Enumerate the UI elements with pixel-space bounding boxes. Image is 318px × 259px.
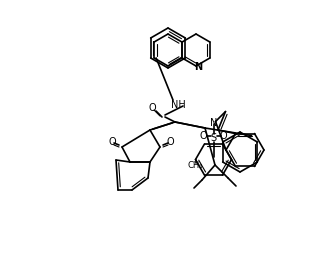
Text: O: O <box>166 137 174 147</box>
Text: O: O <box>200 131 207 141</box>
Text: N: N <box>194 62 202 72</box>
Text: O: O <box>220 131 227 141</box>
Text: N: N <box>210 118 217 127</box>
Text: O: O <box>108 137 116 147</box>
Text: CH₃: CH₃ <box>188 161 203 170</box>
Text: NH: NH <box>171 100 185 110</box>
Text: S: S <box>211 133 217 142</box>
Text: O: O <box>148 103 156 113</box>
